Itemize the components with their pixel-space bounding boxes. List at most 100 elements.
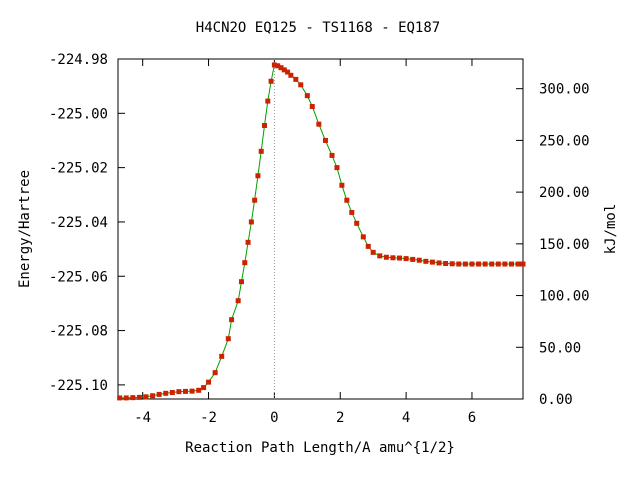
data-point <box>278 65 284 71</box>
data-point <box>403 256 409 262</box>
y-tick-label: -225.10 <box>49 378 108 394</box>
data-point <box>354 220 360 226</box>
data-point <box>469 261 475 267</box>
data-point <box>288 72 294 78</box>
data-point <box>262 123 268 129</box>
data-point <box>206 379 212 385</box>
data-point <box>242 260 248 266</box>
data-point <box>281 67 287 73</box>
data-point <box>397 255 403 261</box>
data-point <box>176 389 182 395</box>
data-point <box>258 148 264 154</box>
data-point <box>462 261 468 267</box>
plot-area <box>117 59 526 401</box>
y2-tick-label: 250.00 <box>539 133 590 149</box>
data-point <box>268 78 274 84</box>
data-point <box>520 261 526 267</box>
data-point <box>265 98 271 104</box>
y-tick-label: -225.06 <box>49 269 108 285</box>
x-tick-label: 6 <box>468 410 476 426</box>
data-point <box>298 82 304 88</box>
data-point <box>443 260 449 266</box>
data-point <box>309 104 315 110</box>
data-point <box>117 395 123 401</box>
data-point <box>255 173 261 179</box>
data-point <box>377 253 383 259</box>
data-point <box>150 393 156 399</box>
data-point <box>322 137 328 143</box>
data-point <box>502 261 508 267</box>
chart-title: H4CN2O EQ125 - TS1168 - EQ187 <box>196 20 440 36</box>
data-point <box>275 63 281 69</box>
axis-ticks: -4 -2 0 2 4 6 -224.98 -225.00 -225.02 -225.04 -225… <box>49 52 590 426</box>
data-point <box>271 62 277 68</box>
y-tick-label: -225.08 <box>49 324 108 340</box>
data-point <box>143 394 149 400</box>
data-point <box>334 165 340 171</box>
data-point <box>365 243 371 249</box>
plot-frame <box>117 58 524 400</box>
data-point <box>410 256 416 262</box>
x-axis-label: Reaction Path Length/A amu^{1/2} <box>185 440 455 456</box>
data-point <box>329 152 335 158</box>
y2-tick-label: 150.00 <box>539 237 590 253</box>
data-point <box>293 76 299 82</box>
data-point <box>156 391 162 397</box>
data-point <box>245 239 251 245</box>
data-point <box>163 390 169 396</box>
data-point <box>285 69 291 75</box>
x-tick-label: 0 <box>270 410 278 426</box>
data-point <box>235 298 241 304</box>
data-point <box>136 394 142 400</box>
data-point <box>189 388 195 394</box>
data-point <box>130 395 136 401</box>
energy-line <box>119 64 523 399</box>
data-point <box>383 254 389 260</box>
y2-tick-label: 200.00 <box>539 185 590 201</box>
y-tick-label: -225.00 <box>49 106 108 122</box>
data-point <box>429 259 435 265</box>
data-point <box>489 261 495 267</box>
data-point <box>201 385 207 391</box>
y2-tick-label: 100.00 <box>539 289 590 305</box>
y2-tick-label: 300.00 <box>539 82 590 98</box>
data-point <box>123 395 129 401</box>
data-point <box>495 261 501 267</box>
data-point <box>476 261 482 267</box>
data-point <box>423 258 429 264</box>
data-point <box>316 121 322 127</box>
data-point <box>248 219 254 225</box>
data-point <box>360 234 366 240</box>
data-point <box>416 257 422 263</box>
x-tick-label: -4 <box>134 410 151 426</box>
data-point <box>339 182 345 188</box>
y-tick-label: -225.04 <box>49 215 108 231</box>
data-point <box>219 353 225 359</box>
x-tick-label: -2 <box>200 410 217 426</box>
data-point <box>349 209 355 215</box>
data-point <box>169 389 175 395</box>
data-point <box>225 336 231 342</box>
data-point <box>370 249 376 255</box>
data-point <box>482 261 488 267</box>
data-point <box>252 197 258 203</box>
data-point <box>229 317 235 323</box>
data-point <box>212 370 218 376</box>
x-tick-label: 2 <box>336 410 344 426</box>
data-point <box>436 260 442 266</box>
y-axis-label: Energy/Hartree <box>17 170 33 288</box>
x-tick-label: 4 <box>402 410 410 426</box>
data-point <box>304 93 310 99</box>
data-point <box>515 261 521 267</box>
data-point <box>449 261 455 267</box>
data-point <box>344 197 350 203</box>
y2-axis-label: kJ/mol <box>603 204 619 255</box>
y-tick-label: -225.02 <box>49 161 108 177</box>
data-point <box>238 279 244 285</box>
data-point <box>508 261 514 267</box>
data-point <box>183 388 188 394</box>
y-tick-label: -224.98 <box>49 52 108 68</box>
data-point <box>456 261 462 267</box>
data-point <box>196 387 202 393</box>
